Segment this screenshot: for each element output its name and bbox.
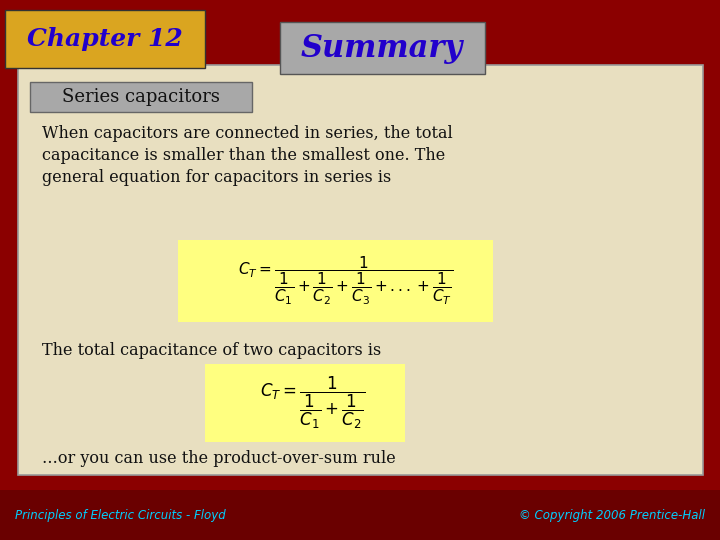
Text: When capacitors are connected in series, the total: When capacitors are connected in series,… bbox=[42, 125, 453, 142]
Bar bbox=[280, 22, 485, 74]
Text: The total capacitance of two capacitors is: The total capacitance of two capacitors … bbox=[42, 342, 382, 359]
Text: Summary: Summary bbox=[301, 32, 463, 64]
Text: Chapter 12: Chapter 12 bbox=[27, 27, 183, 51]
Text: general equation for capacitors in series is: general equation for capacitors in serie… bbox=[42, 169, 391, 186]
Bar bbox=[205, 364, 405, 442]
Bar bbox=[18, 65, 703, 475]
Text: $C_T = \dfrac{1}{\dfrac{1}{C_1}+\dfrac{1}{C_2}+\dfrac{1}{C_3}+...+\dfrac{1}{C_T}: $C_T = \dfrac{1}{\dfrac{1}{C_1}+\dfrac{1… bbox=[238, 255, 454, 307]
Bar bbox=[5, 10, 205, 68]
Bar bbox=[0, 490, 720, 540]
Text: Series capacitors: Series capacitors bbox=[62, 88, 220, 106]
Bar bbox=[30, 82, 252, 112]
Text: Principles of Electric Circuits - Floyd: Principles of Electric Circuits - Floyd bbox=[15, 509, 226, 522]
Text: capacitance is smaller than the smallest one. The: capacitance is smaller than the smallest… bbox=[42, 147, 445, 164]
Text: © Copyright 2006 Prentice-Hall: © Copyright 2006 Prentice-Hall bbox=[519, 509, 705, 522]
Text: $C_T = \dfrac{1}{\dfrac{1}{C_1}+\dfrac{1}{C_2}}$: $C_T = \dfrac{1}{\dfrac{1}{C_1}+\dfrac{1… bbox=[261, 375, 366, 431]
Text: …or you can use the product-over-sum rule: …or you can use the product-over-sum rul… bbox=[42, 450, 396, 467]
Bar bbox=[178, 240, 493, 322]
